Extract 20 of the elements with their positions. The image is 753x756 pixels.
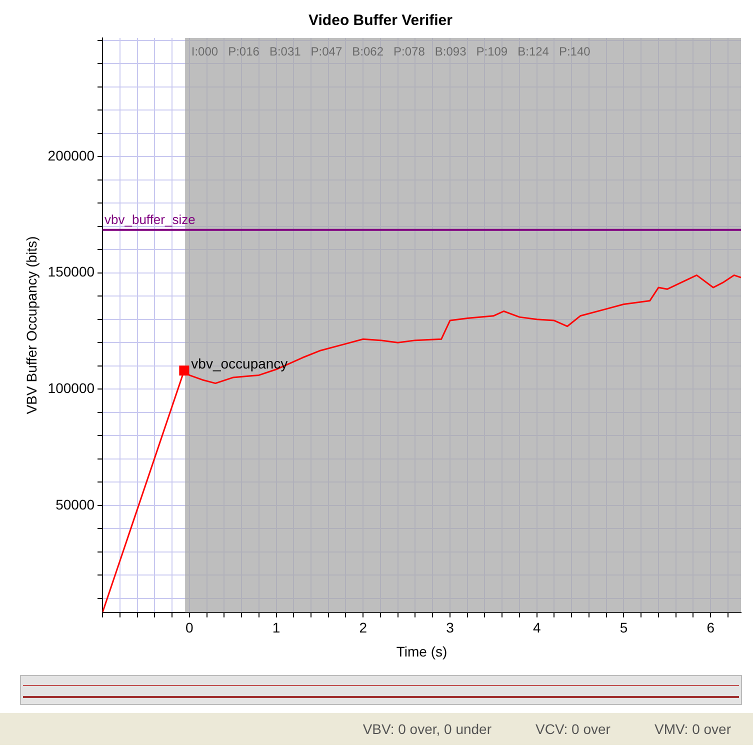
x-tick-label: 3 <box>446 620 454 636</box>
x-tick-label: 1 <box>272 620 280 636</box>
annotation: I:000 P:016 B:031 P:047 B:062 P:078 B:093 P:109 B:124 P:140 <box>191 44 591 58</box>
chart-title: Video Buffer Verifier <box>308 12 453 30</box>
ref-line-label: vbv_buffer_size <box>104 212 196 227</box>
text: VCV: 0 over <box>536 721 610 737</box>
y-tick-label: 200000 <box>48 147 95 164</box>
text: VBV: 0 over, 0 under <box>362 721 492 737</box>
x-tick-label: 0 <box>185 620 194 636</box>
x-tick-label: 4 <box>532 620 541 636</box>
x-tick-label: 2 <box>359 620 368 636</box>
y-tick-label: 50000 <box>56 496 95 512</box>
x-tick-label: 6 <box>706 620 715 636</box>
x-tick-label: 5 <box>620 620 628 636</box>
text: VMV: 0 over <box>654 721 731 737</box>
series-label: vbv_occupancy <box>191 355 288 372</box>
y-tick-label: 100000 <box>48 380 95 396</box>
y-axis-title: VBV Buffer Occupancy (bits) <box>23 236 40 414</box>
y-tick-label: 150000 <box>48 264 95 280</box>
x-axis-title: Time (s) <box>396 643 448 660</box>
